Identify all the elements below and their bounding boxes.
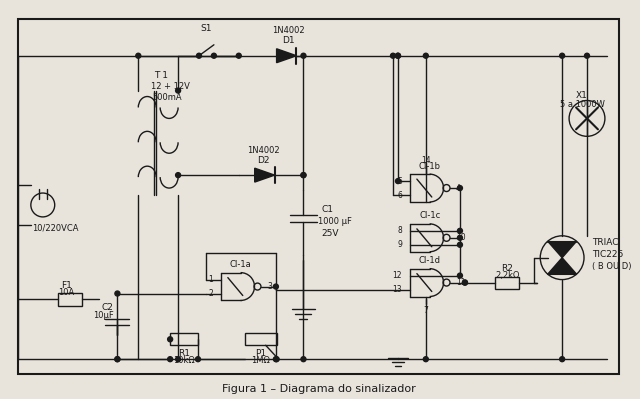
Circle shape bbox=[236, 53, 241, 58]
Text: D1: D1 bbox=[282, 36, 295, 45]
Text: C2: C2 bbox=[102, 303, 113, 312]
Bar bbox=[58, 292, 81, 306]
Text: 3: 3 bbox=[267, 282, 272, 291]
Text: TIC226: TIC226 bbox=[592, 250, 623, 259]
Circle shape bbox=[458, 186, 463, 191]
Text: CI-1c: CI-1c bbox=[419, 211, 440, 220]
Circle shape bbox=[273, 357, 278, 361]
Polygon shape bbox=[255, 168, 275, 182]
Text: 10kΩ: 10kΩ bbox=[173, 356, 195, 365]
Circle shape bbox=[423, 357, 428, 361]
Text: 1N4002: 1N4002 bbox=[272, 26, 305, 36]
Text: 5: 5 bbox=[397, 177, 402, 186]
Circle shape bbox=[136, 53, 141, 58]
Text: 13: 13 bbox=[392, 285, 402, 294]
Text: 10µF: 10µF bbox=[93, 311, 113, 320]
Circle shape bbox=[175, 173, 180, 178]
Circle shape bbox=[458, 228, 463, 233]
Circle shape bbox=[396, 179, 401, 184]
Circle shape bbox=[396, 53, 401, 58]
Text: 5 a 1000W: 5 a 1000W bbox=[559, 100, 604, 109]
Circle shape bbox=[301, 53, 306, 58]
Text: 10/220VCA: 10/220VCA bbox=[32, 223, 78, 232]
Text: Figura 1 – Diagrama do sinalizador: Figura 1 – Diagrama do sinalizador bbox=[221, 384, 415, 394]
Text: 1000 µF: 1000 µF bbox=[318, 217, 352, 226]
Text: 1N4002: 1N4002 bbox=[247, 146, 280, 155]
Text: 2,2kΩ: 2,2kΩ bbox=[495, 271, 520, 280]
Text: 6: 6 bbox=[397, 191, 402, 200]
Text: 7: 7 bbox=[424, 306, 428, 315]
Circle shape bbox=[175, 88, 180, 93]
Circle shape bbox=[559, 357, 564, 361]
Text: R2: R2 bbox=[502, 264, 513, 273]
Bar bbox=[244, 333, 276, 345]
Circle shape bbox=[301, 357, 306, 361]
Text: S1: S1 bbox=[200, 24, 212, 34]
Circle shape bbox=[168, 357, 173, 361]
Text: 10: 10 bbox=[456, 233, 465, 242]
Circle shape bbox=[458, 235, 463, 240]
Text: P1: P1 bbox=[255, 349, 266, 358]
Text: 9: 9 bbox=[397, 240, 402, 249]
Text: 500mA: 500mA bbox=[152, 93, 182, 102]
Circle shape bbox=[168, 337, 173, 342]
Circle shape bbox=[274, 357, 279, 361]
Text: 12: 12 bbox=[392, 271, 402, 280]
Circle shape bbox=[195, 357, 200, 361]
Polygon shape bbox=[276, 49, 296, 63]
Text: 1MΩ: 1MΩ bbox=[252, 356, 270, 365]
Circle shape bbox=[396, 53, 401, 58]
Text: 2: 2 bbox=[208, 289, 213, 298]
Text: X1: X1 bbox=[576, 91, 588, 100]
Text: CI-1d: CI-1d bbox=[419, 256, 441, 265]
Circle shape bbox=[301, 173, 306, 178]
Bar bbox=[495, 277, 519, 288]
Circle shape bbox=[463, 280, 467, 285]
Circle shape bbox=[175, 357, 180, 361]
Circle shape bbox=[211, 53, 216, 58]
Circle shape bbox=[115, 291, 120, 296]
Circle shape bbox=[463, 280, 467, 285]
Text: CI-1b: CI-1b bbox=[419, 162, 441, 171]
Text: 10A: 10A bbox=[58, 288, 75, 297]
Text: F1: F1 bbox=[61, 281, 72, 290]
Text: R1: R1 bbox=[178, 349, 190, 358]
Polygon shape bbox=[548, 258, 576, 274]
Text: T 1: T 1 bbox=[154, 71, 168, 80]
Circle shape bbox=[390, 53, 396, 58]
Text: 11: 11 bbox=[456, 278, 465, 287]
Circle shape bbox=[458, 273, 463, 278]
Circle shape bbox=[301, 173, 306, 178]
Text: CI-1a: CI-1a bbox=[230, 260, 252, 269]
Circle shape bbox=[273, 284, 278, 289]
Text: 1: 1 bbox=[208, 275, 213, 284]
Bar bbox=[170, 333, 198, 345]
Bar bbox=[18, 19, 619, 374]
Text: 25V: 25V bbox=[321, 229, 339, 238]
Circle shape bbox=[584, 53, 589, 58]
Text: 8: 8 bbox=[397, 226, 402, 235]
Text: 4: 4 bbox=[456, 184, 461, 193]
Text: 14: 14 bbox=[421, 156, 431, 165]
Text: TRIAC: TRIAC bbox=[592, 238, 618, 247]
Circle shape bbox=[559, 53, 564, 58]
Text: 12 + 12V: 12 + 12V bbox=[151, 82, 190, 91]
Circle shape bbox=[115, 357, 120, 361]
Polygon shape bbox=[548, 242, 576, 258]
Text: D2: D2 bbox=[257, 156, 270, 165]
Circle shape bbox=[458, 242, 463, 247]
Text: C1: C1 bbox=[321, 205, 333, 214]
Circle shape bbox=[196, 53, 202, 58]
Circle shape bbox=[115, 357, 120, 361]
Text: ( B OU D): ( B OU D) bbox=[592, 262, 632, 271]
Circle shape bbox=[423, 53, 428, 58]
